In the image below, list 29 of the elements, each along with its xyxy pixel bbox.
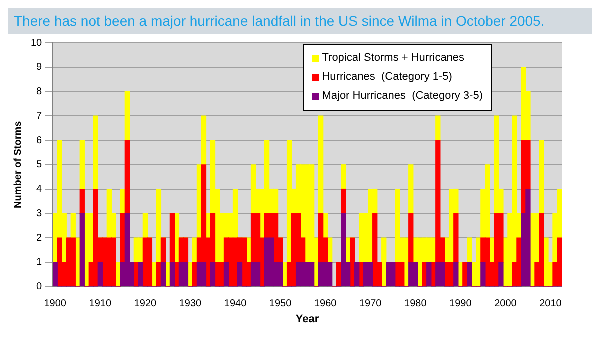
x-tick-label: 1980: [404, 298, 428, 310]
y-tick-label: 6: [36, 135, 43, 146]
x-tick-label: 1970: [359, 298, 382, 310]
x-tick-label: 1900: [44, 298, 67, 310]
legend-label: Major Hurricanes (Category 3-5): [322, 89, 483, 104]
y-tick-label: 10: [31, 38, 43, 49]
x-tick-label: 1960: [314, 298, 338, 310]
x-tick-label: 1930: [179, 298, 202, 310]
x-tick-label: 1910: [89, 298, 112, 310]
y-tick-label: 4: [36, 184, 43, 196]
y-tick-label: 1: [36, 257, 43, 268]
legend-label: Tropical Storms + Hurricanes: [322, 51, 465, 66]
y-tick-label: 7: [36, 110, 43, 122]
legend-label: Hurricanes (Category 1-5): [322, 70, 452, 85]
x-tick-label: 1920: [134, 298, 157, 310]
x-axis-title: Year: [296, 313, 320, 326]
y-tick-label: 8: [36, 86, 43, 98]
x-tick-label: 2000: [494, 298, 518, 310]
y-tick-label: 0: [36, 282, 43, 293]
x-tick-label: 1950: [269, 298, 292, 310]
y-tick-label: 3: [36, 208, 43, 220]
y-axis-title: Number of Storms: [12, 120, 24, 209]
x-tick-label: 1940: [224, 298, 248, 310]
y-tick-label: 2: [36, 232, 43, 244]
x-tick-label: 1990: [450, 298, 472, 310]
y-tick-label: 9: [36, 62, 43, 74]
y-tick-label: 5: [36, 160, 43, 171]
chart-title: There has not been a major hurricane landfall in the US since Wilma in October 2005.: [8, 8, 592, 34]
x-tick-label: 2010: [540, 298, 562, 310]
